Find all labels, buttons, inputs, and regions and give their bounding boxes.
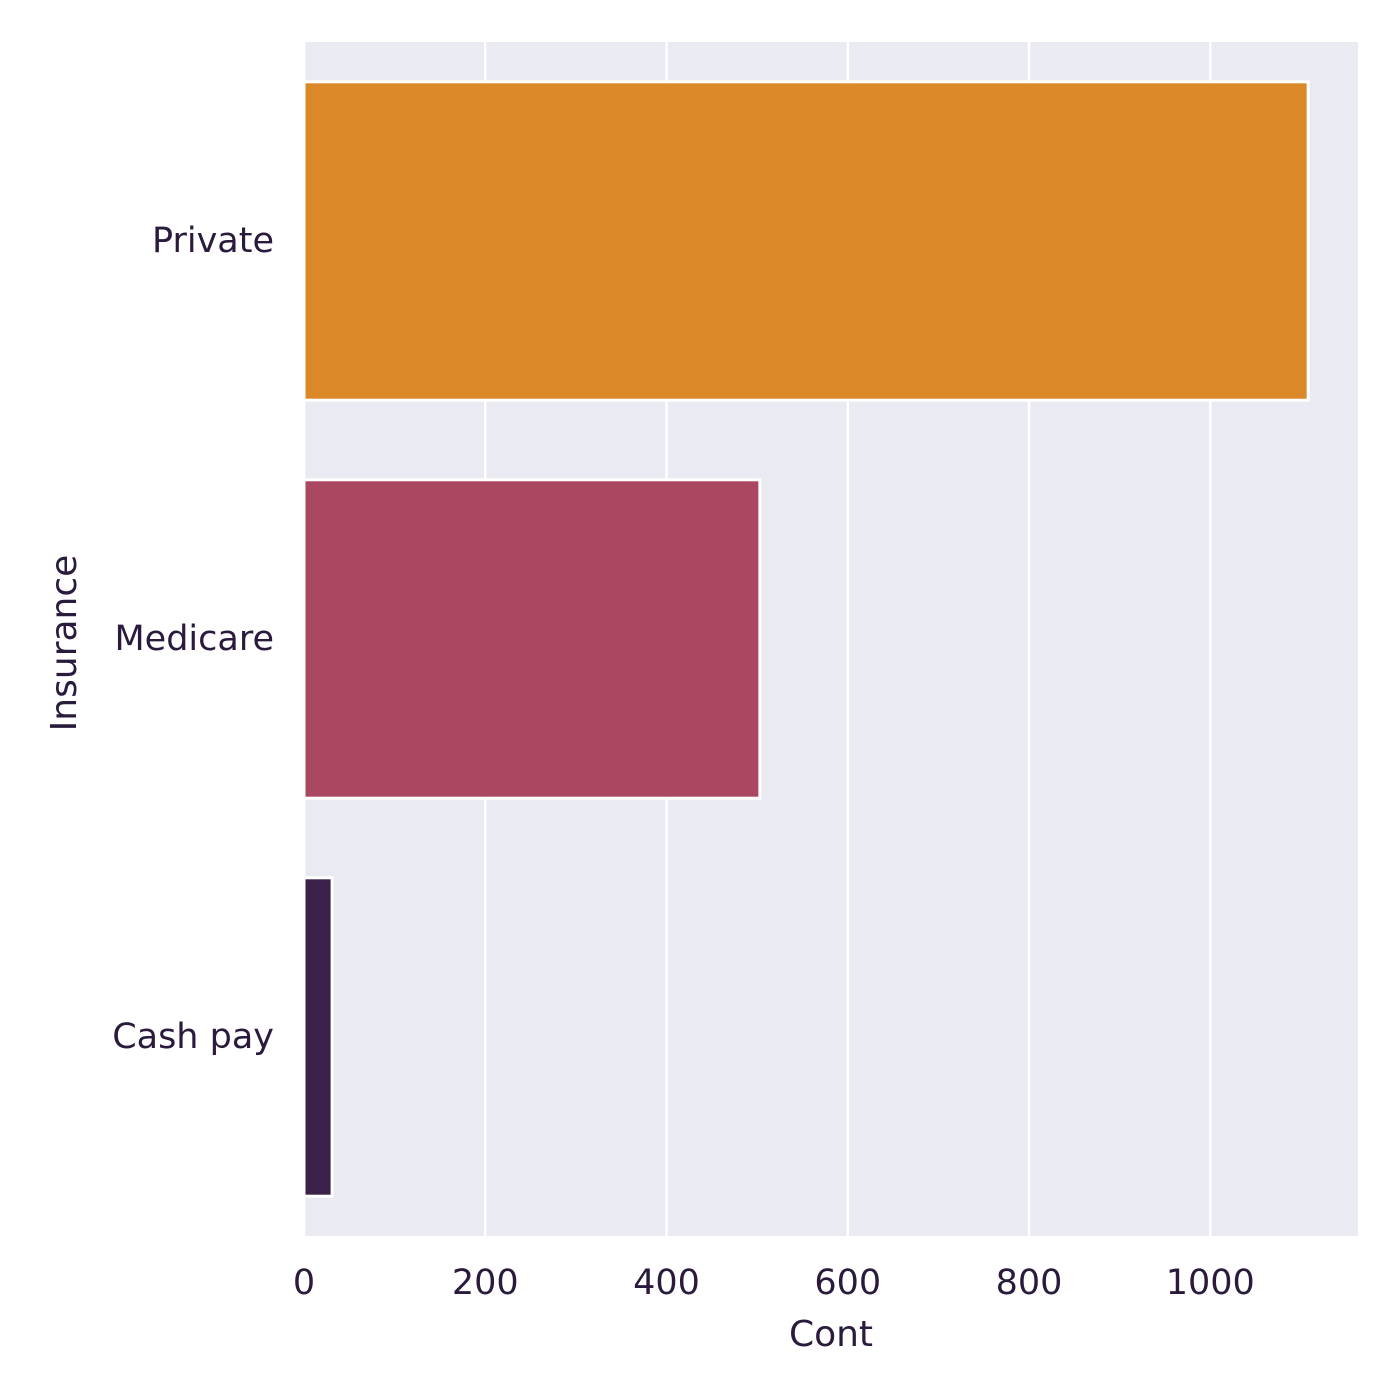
x-tick-label: 0: [293, 1263, 315, 1303]
x-tick-label: 400: [633, 1263, 700, 1303]
y-axis-label: Insurance: [44, 555, 85, 732]
bar-private: [302, 80, 1310, 402]
bar-medicare: [302, 478, 762, 800]
bars: [302, 80, 1310, 1198]
x-tick-label: 600: [814, 1263, 881, 1303]
x-axis-label: Cont: [789, 1314, 873, 1355]
x-axis-ticks: 0 200 400 600 800 1000: [293, 1263, 1255, 1303]
x-tick-label: 200: [452, 1263, 519, 1303]
y-tick-label: Cash pay: [112, 1017, 274, 1057]
x-tick-label: 1000: [1166, 1263, 1255, 1303]
bar-cash-pay: [302, 876, 334, 1198]
y-axis-ticks: Private Medicare Cash pay: [112, 221, 274, 1057]
x-tick-label: 800: [996, 1263, 1063, 1303]
y-tick-label: Private: [152, 221, 274, 261]
y-tick-label: Medicare: [114, 619, 274, 659]
